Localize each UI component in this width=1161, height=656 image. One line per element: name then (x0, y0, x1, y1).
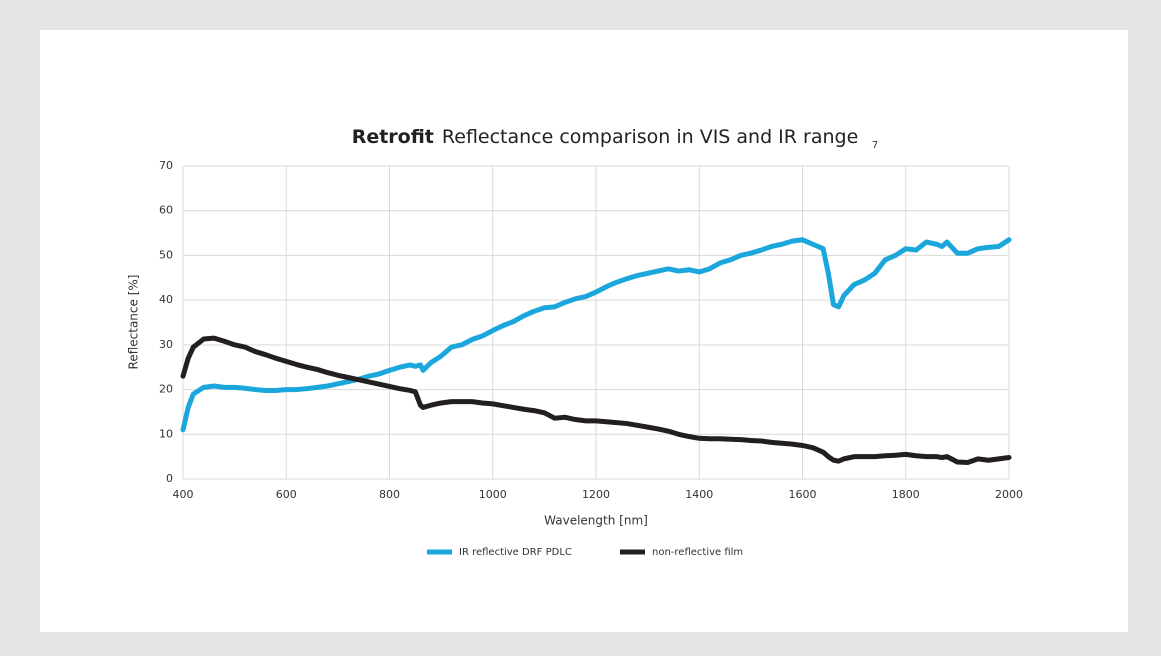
x-tick-label: 800 (379, 488, 400, 501)
x-tick-label: 1800 (892, 488, 920, 501)
x-axis-label: Wavelength [nm] (544, 514, 648, 528)
y-tick-label: 30 (159, 338, 173, 351)
y-tick-label: 0 (166, 472, 173, 485)
chart: Retrofit Reflectance comparison in VIS an… (0, 0, 1161, 652)
legend-label: non-reflective film (652, 547, 743, 558)
title-prefix: Retrofit (352, 126, 434, 148)
y-tick-label: 50 (159, 248, 173, 261)
y-tick-label: 60 (159, 204, 173, 217)
x-tick-label: 400 (173, 488, 194, 501)
y-axis-label: Reflectance [%] (127, 275, 141, 370)
y-tick-label: 70 (159, 159, 173, 172)
x-tick-label: 600 (276, 488, 297, 501)
legend-label: IR reflective DRF PDLC (459, 547, 572, 558)
y-tick-label: 10 (159, 427, 173, 440)
x-tick-label: 1600 (789, 488, 817, 501)
title-text: Reflectance comparison in VIS and IR ran… (442, 126, 858, 148)
y-tick-label: 40 (159, 293, 173, 306)
x-tick-label: 1400 (685, 488, 713, 501)
x-tick-label: 2000 (995, 488, 1023, 501)
y-tick-label: 20 (159, 383, 173, 396)
x-tick-label: 1200 (582, 488, 610, 501)
chart-title: Retrofit Reflectance comparison in VIS an… (352, 126, 859, 148)
x-tick-label: 1000 (479, 488, 507, 501)
footnote: 7 (872, 140, 878, 151)
panel (40, 30, 1128, 632)
